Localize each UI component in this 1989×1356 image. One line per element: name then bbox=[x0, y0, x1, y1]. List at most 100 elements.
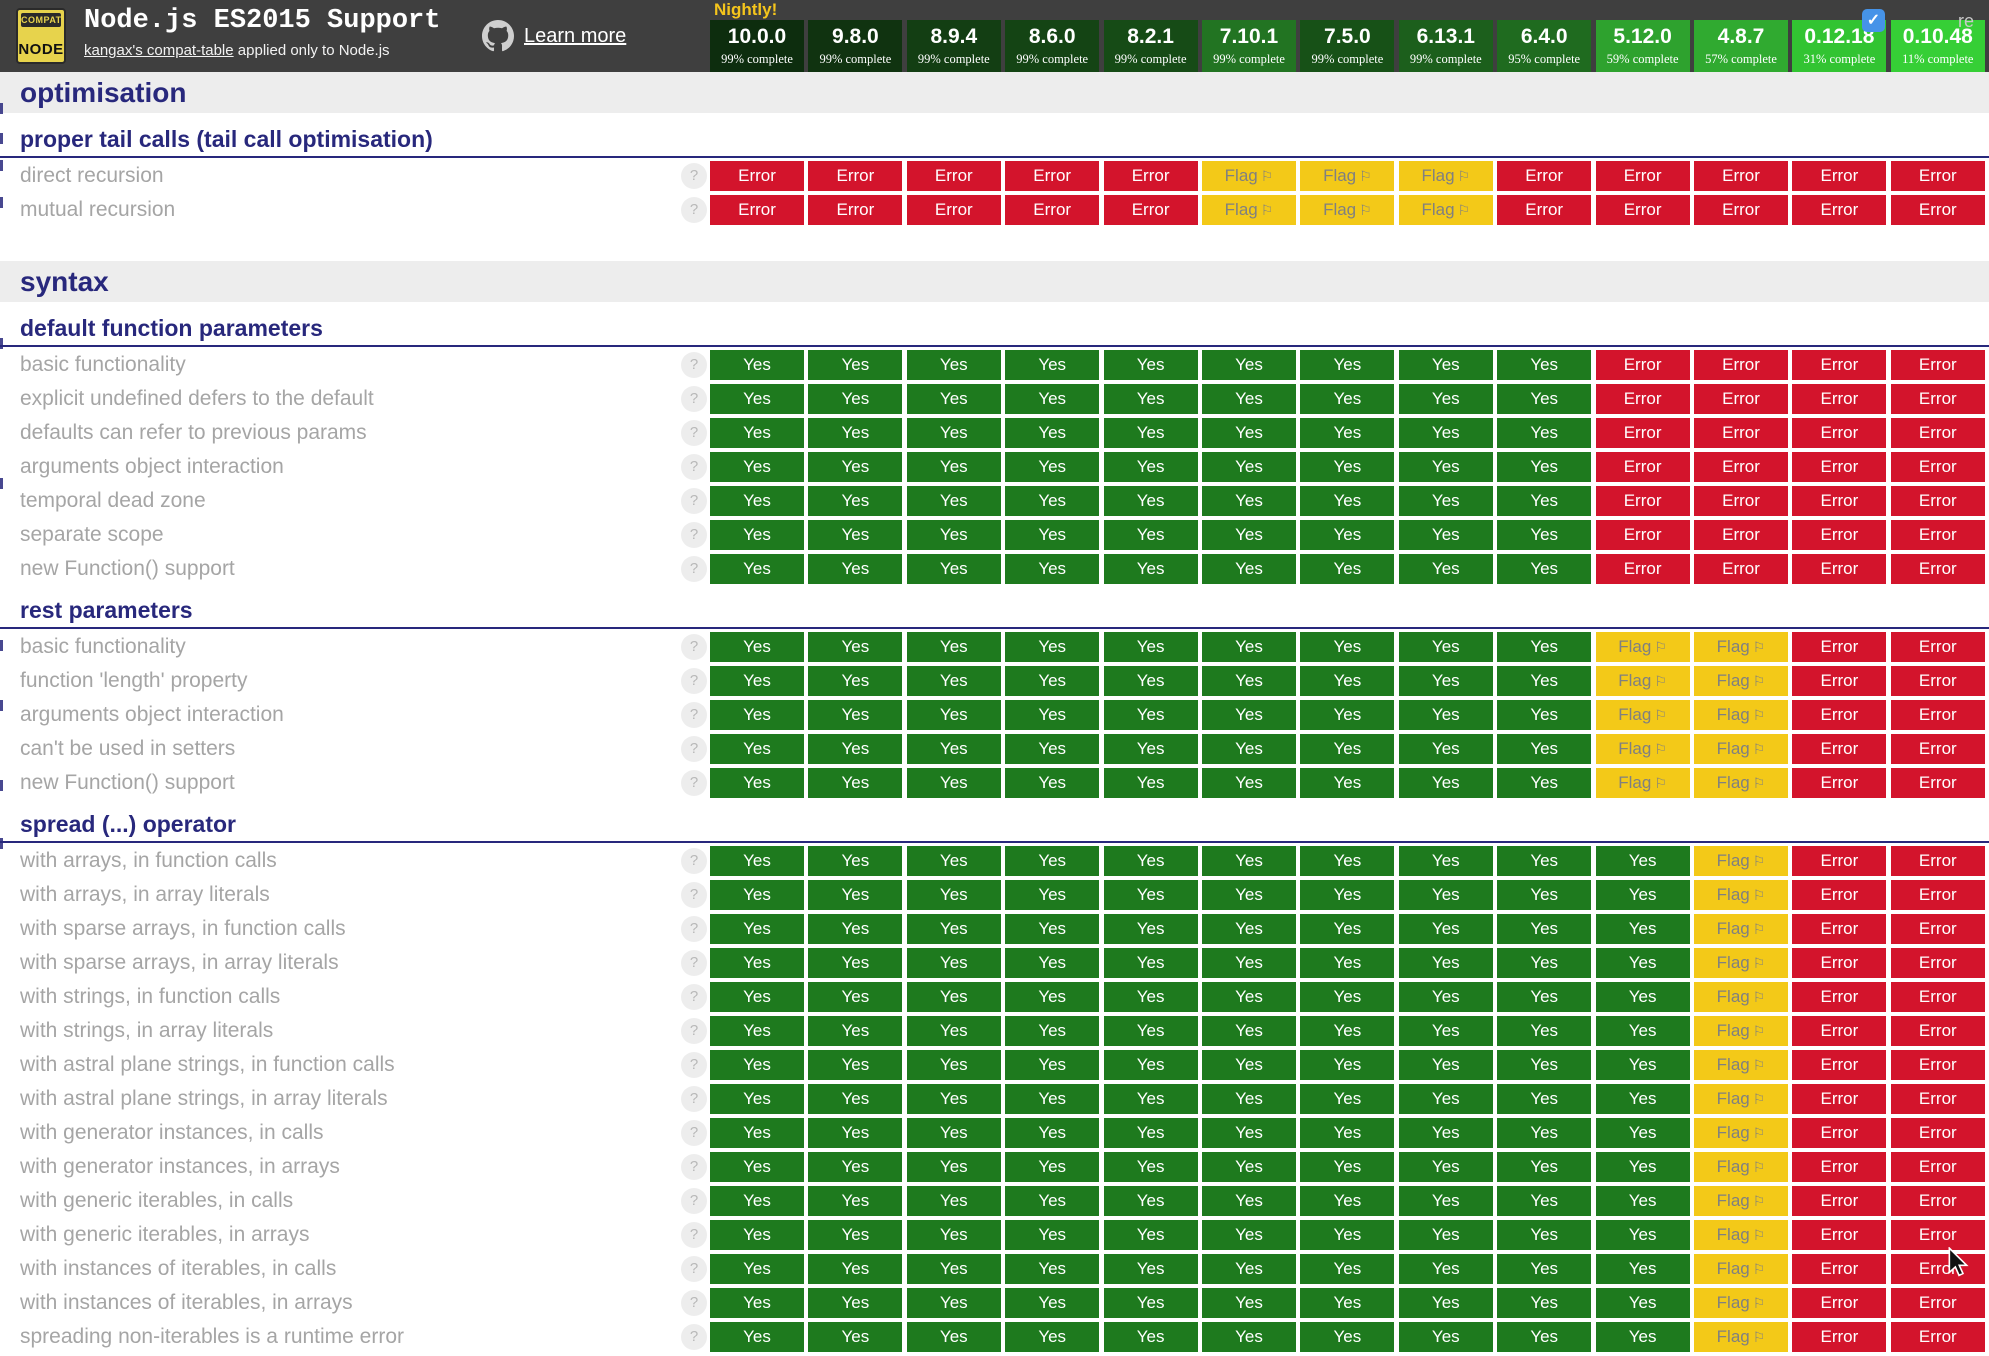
result-cell-error[interactable]: Error bbox=[1890, 418, 1985, 448]
version-header-6.13.1[interactable]: 6.13.1 99% complete bbox=[1398, 20, 1493, 72]
result-cell-error[interactable]: Error bbox=[1694, 161, 1788, 191]
result-cell-yes[interactable]: Yes bbox=[906, 734, 1001, 764]
result-cell-yes[interactable]: Yes bbox=[710, 1050, 804, 1080]
result-cell-yes[interactable]: Yes bbox=[1005, 1186, 1100, 1216]
result-cell-yes[interactable]: Yes bbox=[1103, 1152, 1198, 1182]
result-cell-yes[interactable]: Yes bbox=[1595, 1118, 1690, 1148]
help-icon[interactable]: ? bbox=[681, 950, 707, 976]
result-cell-error[interactable]: Error bbox=[1890, 846, 1985, 876]
result-cell-yes[interactable]: Yes bbox=[710, 452, 804, 482]
result-cell-error[interactable]: Error bbox=[1694, 350, 1788, 380]
result-cell-error[interactable]: Error bbox=[1595, 161, 1690, 191]
result-cell-yes[interactable]: Yes bbox=[808, 554, 903, 584]
result-cell-yes[interactable]: Yes bbox=[710, 632, 804, 662]
result-cell-yes[interactable]: Yes bbox=[1398, 1016, 1493, 1046]
result-cell-yes[interactable]: Yes bbox=[1103, 554, 1198, 584]
result-cell-yes[interactable]: Yes bbox=[1595, 880, 1690, 910]
result-cell-yes[interactable]: Yes bbox=[1103, 846, 1198, 876]
result-cell-error[interactable]: Error bbox=[1890, 1322, 1985, 1352]
result-cell-yes[interactable]: Yes bbox=[808, 1322, 903, 1352]
result-cell-yes[interactable]: Yes bbox=[808, 632, 903, 662]
result-cell-yes[interactable]: Yes bbox=[906, 982, 1001, 1012]
result-cell-error[interactable]: Error bbox=[1792, 161, 1887, 191]
result-cell-yes[interactable]: Yes bbox=[906, 700, 1001, 730]
result-cell-yes[interactable]: Yes bbox=[1103, 1322, 1198, 1352]
result-cell-error[interactable]: Error bbox=[1890, 914, 1985, 944]
result-cell-yes[interactable]: Yes bbox=[906, 1016, 1001, 1046]
help-icon[interactable]: ? bbox=[681, 736, 707, 762]
result-cell-yes[interactable]: Yes bbox=[1595, 1288, 1690, 1318]
result-cell-yes[interactable]: Yes bbox=[1497, 486, 1592, 516]
result-cell-error[interactable]: Error bbox=[1792, 666, 1887, 696]
result-cell-flag[interactable]: Flag ⚐ bbox=[1694, 914, 1788, 944]
result-cell-yes[interactable]: Yes bbox=[710, 1186, 804, 1216]
result-cell-yes[interactable]: Yes bbox=[808, 700, 903, 730]
result-cell-yes[interactable]: Yes bbox=[1398, 350, 1493, 380]
version-header-7.10.1[interactable]: 7.10.1 99% complete bbox=[1202, 20, 1296, 72]
result-cell-yes[interactable]: Yes bbox=[1005, 452, 1100, 482]
learn-more[interactable]: Learn more bbox=[482, 20, 626, 52]
result-cell-yes[interactable]: Yes bbox=[906, 554, 1001, 584]
result-cell-yes[interactable]: Yes bbox=[1595, 1322, 1690, 1352]
result-cell-flag[interactable]: Flag ⚐ bbox=[1595, 700, 1690, 730]
result-cell-yes[interactable]: Yes bbox=[1497, 1322, 1592, 1352]
result-cell-yes[interactable]: Yes bbox=[1005, 384, 1100, 414]
result-cell-error[interactable]: Error bbox=[1890, 1186, 1985, 1216]
help-icon[interactable]: ? bbox=[681, 1120, 707, 1146]
result-cell-yes[interactable]: Yes bbox=[1005, 1288, 1100, 1318]
result-cell-yes[interactable]: Yes bbox=[1398, 1322, 1493, 1352]
result-cell-yes[interactable]: Yes bbox=[1300, 1288, 1395, 1318]
result-cell-yes[interactable]: Yes bbox=[1497, 1016, 1592, 1046]
result-cell-yes[interactable]: Yes bbox=[1595, 1050, 1690, 1080]
result-cell-error[interactable]: Error bbox=[1792, 734, 1887, 764]
result-cell-yes[interactable]: Yes bbox=[1103, 1288, 1198, 1318]
result-cell-yes[interactable]: Yes bbox=[1005, 520, 1100, 550]
result-cell-error[interactable]: Error bbox=[1792, 1322, 1887, 1352]
result-cell-error[interactable]: Error bbox=[1792, 1084, 1887, 1114]
result-cell-yes[interactable]: Yes bbox=[710, 880, 804, 910]
help-icon[interactable]: ? bbox=[681, 1018, 707, 1044]
result-cell-yes[interactable]: Yes bbox=[1300, 632, 1395, 662]
result-cell-yes[interactable]: Yes bbox=[710, 418, 804, 448]
version-header-6.4.0[interactable]: 6.4.0 95% complete bbox=[1497, 20, 1592, 72]
result-cell-yes[interactable]: Yes bbox=[1103, 982, 1198, 1012]
result-cell-yes[interactable]: Yes bbox=[1202, 768, 1296, 798]
header-checkbox[interactable]: ✓ bbox=[1862, 9, 1885, 32]
result-cell-flag[interactable]: Flag ⚐ bbox=[1694, 1118, 1788, 1148]
result-cell-yes[interactable]: Yes bbox=[808, 914, 903, 944]
result-cell-yes[interactable]: Yes bbox=[1103, 880, 1198, 910]
result-cell-yes[interactable]: Yes bbox=[906, 520, 1001, 550]
result-cell-yes[interactable]: Yes bbox=[1202, 418, 1296, 448]
result-cell-flag[interactable]: Flag ⚐ bbox=[1694, 846, 1788, 876]
result-cell-yes[interactable]: Yes bbox=[1300, 700, 1395, 730]
help-icon[interactable]: ? bbox=[681, 702, 707, 728]
result-cell-error[interactable]: Error bbox=[1103, 161, 1198, 191]
result-cell-yes[interactable]: Yes bbox=[906, 486, 1001, 516]
result-cell-yes[interactable]: Yes bbox=[1005, 914, 1100, 944]
result-cell-yes[interactable]: Yes bbox=[808, 418, 903, 448]
help-icon[interactable]: ? bbox=[681, 1290, 707, 1316]
result-cell-yes[interactable]: Yes bbox=[1398, 554, 1493, 584]
result-cell-yes[interactable]: Yes bbox=[1497, 1220, 1592, 1250]
result-cell-flag[interactable]: Flag ⚐ bbox=[1398, 161, 1493, 191]
result-cell-yes[interactable]: Yes bbox=[1005, 948, 1100, 978]
result-cell-flag[interactable]: Flag ⚐ bbox=[1398, 195, 1493, 225]
result-cell-yes[interactable]: Yes bbox=[710, 1152, 804, 1182]
result-cell-yes[interactable]: Yes bbox=[1202, 1186, 1296, 1216]
result-cell-yes[interactable]: Yes bbox=[710, 350, 804, 380]
result-cell-yes[interactable]: Yes bbox=[808, 452, 903, 482]
result-cell-error[interactable]: Error bbox=[1890, 700, 1985, 730]
result-cell-yes[interactable]: Yes bbox=[1005, 632, 1100, 662]
version-header-8.2.1[interactable]: 8.2.1 99% complete bbox=[1103, 20, 1198, 72]
result-cell-yes[interactable]: Yes bbox=[906, 452, 1001, 482]
result-cell-yes[interactable]: Yes bbox=[1300, 1152, 1395, 1182]
result-cell-yes[interactable]: Yes bbox=[906, 384, 1001, 414]
result-cell-yes[interactable]: Yes bbox=[1202, 1152, 1296, 1182]
result-cell-yes[interactable]: Yes bbox=[1005, 880, 1100, 910]
help-icon[interactable]: ? bbox=[681, 882, 707, 908]
result-cell-error[interactable]: Error bbox=[1595, 452, 1690, 482]
result-cell-yes[interactable]: Yes bbox=[906, 846, 1001, 876]
result-cell-flag[interactable]: Flag ⚐ bbox=[1694, 734, 1788, 764]
result-cell-yes[interactable]: Yes bbox=[1202, 350, 1296, 380]
result-cell-yes[interactable]: Yes bbox=[710, 1288, 804, 1318]
